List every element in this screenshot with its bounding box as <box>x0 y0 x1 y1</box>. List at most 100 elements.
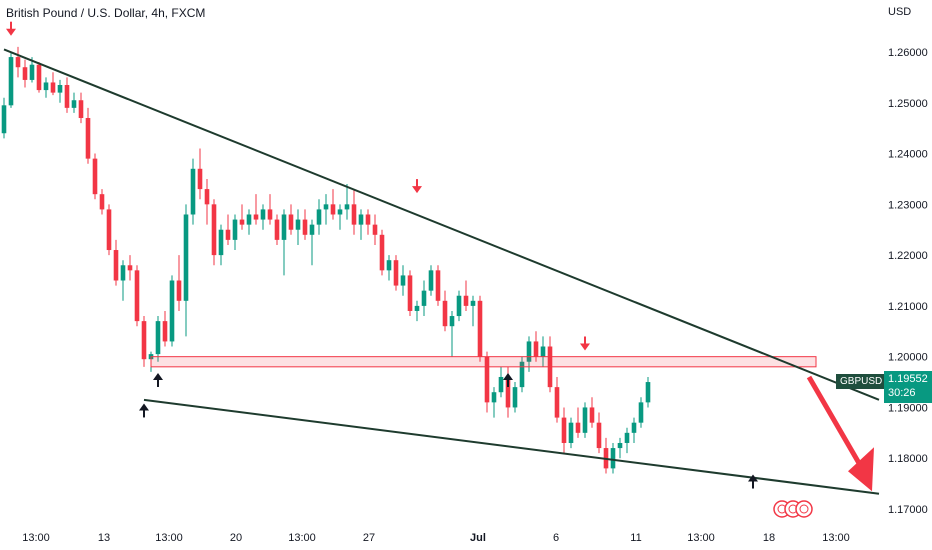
candle-body <box>225 229 231 240</box>
candle-body <box>99 194 105 210</box>
candle-body <box>211 204 217 256</box>
candle-body <box>295 219 301 230</box>
currency-label: USD <box>888 6 912 18</box>
candle-body <box>428 270 434 291</box>
candle-body <box>120 265 126 281</box>
arrow-down-head <box>412 186 422 194</box>
candle-body <box>442 300 448 327</box>
candle-body <box>645 382 651 403</box>
candle-body <box>176 280 182 301</box>
candle-body <box>540 346 546 357</box>
candle-body <box>267 209 273 220</box>
candle-body <box>183 214 189 301</box>
event-icon <box>795 500 813 518</box>
x-tick-label: 6 <box>553 532 559 544</box>
x-tick-label: 13:00 <box>22 532 50 544</box>
x-tick-label: 18 <box>763 532 775 544</box>
candle-body <box>631 422 637 433</box>
candle-body <box>239 219 245 225</box>
candle-body <box>71 100 77 108</box>
candle-body <box>316 209 322 225</box>
x-tick-label: 13:00 <box>288 532 316 544</box>
candle-body <box>43 82 49 91</box>
y-tick-label: 1.24000 <box>888 149 928 161</box>
candle-body <box>358 214 364 225</box>
projection-arrowhead <box>848 447 874 492</box>
event-icon-inner <box>799 504 809 514</box>
candle-body <box>638 402 644 423</box>
candle-body <box>575 422 581 433</box>
candle-body <box>344 204 350 210</box>
candles-layer <box>1 46 651 474</box>
candle-body <box>400 275 406 286</box>
arrow-down-head <box>580 343 590 351</box>
upper-trendline <box>3 48 880 401</box>
x-tick-label: 13:00 <box>687 532 715 544</box>
resistance-zone <box>150 356 817 368</box>
candle-body <box>302 219 308 235</box>
price-badge-value: 1.19552 30:26 <box>884 371 932 403</box>
candle-body <box>127 265 133 271</box>
candle-body <box>260 209 266 220</box>
candle-body <box>554 387 560 418</box>
candle-body <box>505 376 511 408</box>
candle-body <box>596 422 602 449</box>
candle-body <box>512 387 518 408</box>
candle-body <box>330 204 336 215</box>
candle-body <box>232 219 238 240</box>
y-tick-label: 1.17000 <box>888 504 928 516</box>
candle-body <box>78 100 84 119</box>
candle-body <box>561 417 567 443</box>
candle-body <box>155 321 161 355</box>
candle-body <box>204 189 210 205</box>
y-tick-label: 1.21000 <box>888 301 928 313</box>
candle-body <box>414 305 420 311</box>
y-tick-label: 1.26000 <box>888 47 928 59</box>
price-badge-countdown: 30:26 <box>888 387 916 399</box>
candle-body <box>379 234 385 271</box>
lower-trendline <box>143 398 880 495</box>
candle-body <box>1 105 7 134</box>
candle-body <box>456 295 462 317</box>
candle-body <box>218 229 224 256</box>
candle-body <box>134 270 140 322</box>
y-tick-label: 1.23000 <box>888 199 928 211</box>
candle-body <box>463 295 469 306</box>
arrow-up-head <box>153 372 163 380</box>
candle-body <box>526 341 532 362</box>
projection-line <box>806 375 869 477</box>
candle-body <box>337 209 343 215</box>
candle-body <box>484 356 490 403</box>
candle-body <box>253 214 259 220</box>
candle-body <box>393 260 399 286</box>
price-badge: GBPUSD 1.19552 30:26 <box>836 371 932 403</box>
candle-body <box>8 57 14 106</box>
candle-body <box>106 209 112 251</box>
y-tick-label: 1.25000 <box>888 98 928 110</box>
candle-body <box>386 260 392 271</box>
price-badge-symbol: GBPUSD <box>836 374 887 389</box>
candle-body <box>477 300 483 357</box>
candle-body <box>169 280 175 342</box>
candle-body <box>113 250 119 281</box>
candle-body <box>15 57 21 68</box>
candle-body <box>351 204 357 225</box>
candle-body <box>64 85 70 108</box>
x-tick-label: 13 <box>98 532 110 544</box>
candle-body <box>519 361 525 388</box>
arrow-down-head <box>6 28 16 36</box>
candle-body <box>365 214 371 225</box>
candle-body <box>36 64 42 91</box>
candle-body <box>57 85 63 93</box>
candle-body <box>407 275 413 311</box>
candle-body <box>449 316 455 327</box>
candle-body <box>190 168 196 215</box>
x-axis: 13:00 13 13:00 20 13:00 27 Jul 6 11 13:00 18 13:00 <box>22 532 850 544</box>
x-tick-label: 13:00 <box>155 532 183 544</box>
candle-body <box>274 219 280 240</box>
candle-body <box>421 290 427 306</box>
y-tick-label: 1.18000 <box>888 453 928 465</box>
chart-title: British Pound / U.S. Dollar, 4h, FXCM <box>6 6 206 20</box>
x-tick-label: Jul <box>470 532 486 544</box>
